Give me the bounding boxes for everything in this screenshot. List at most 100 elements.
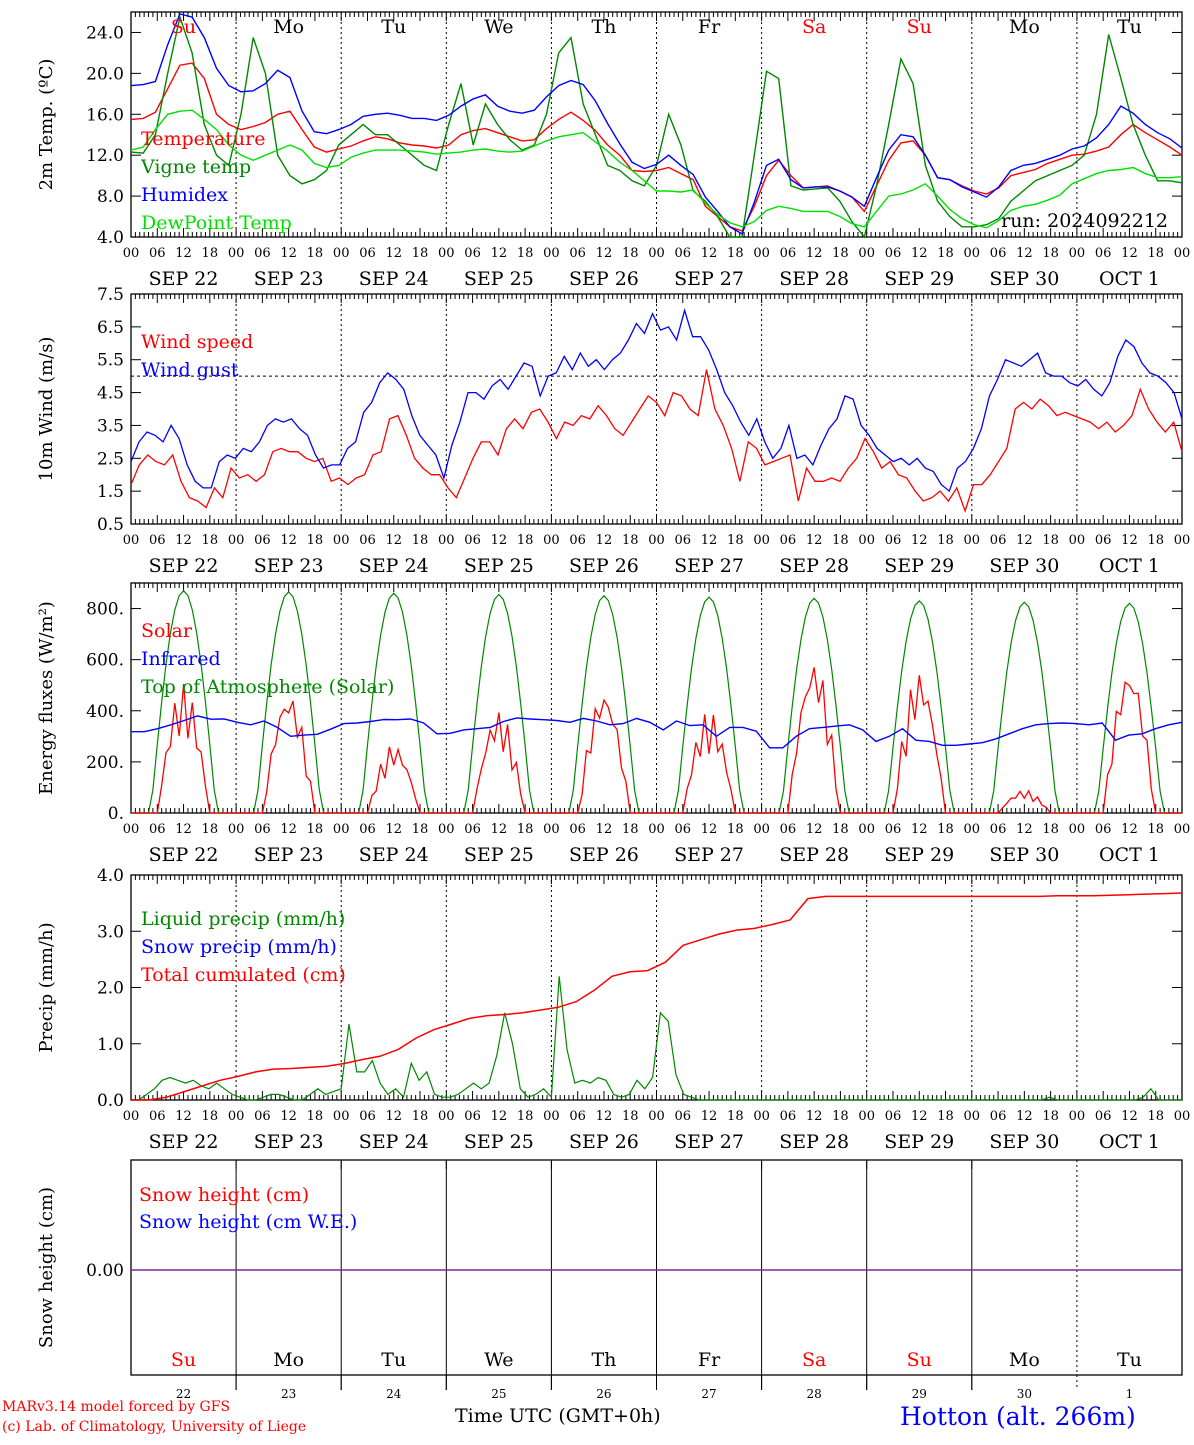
y-tick-label: 5.5 [97,351,124,371]
hour-tick-label: 00 [438,822,455,837]
y-tick-label: 0.5 [97,515,124,535]
hour-tick-label: 06 [149,822,166,837]
hour-tick-label: 00 [438,246,455,261]
date-label: SEP 25 [464,268,534,290]
hour-tick-label: 00 [1069,822,1086,837]
y-tick-label: 0. [108,804,124,824]
hour-tick-label: 12 [280,246,297,261]
hour-tick-label: 00 [648,1109,665,1124]
hour-tick-label: 06 [990,822,1007,837]
hour-tick-label: 12 [806,533,823,548]
date-label: SEP 24 [359,555,429,577]
hour-tick-label: 06 [254,246,271,261]
hour-tick-label: 00 [228,533,245,548]
hour-tick-label: 12 [596,533,613,548]
hour-tick-label: 12 [701,533,718,548]
hour-tick-label: 06 [885,1109,902,1124]
date-label: OCT 1 [1099,555,1160,577]
hour-tick-label: 06 [254,533,271,548]
series-line [130,308,1183,493]
day-number-label: 23 [281,1387,296,1401]
hour-tick-label: 18 [727,533,744,548]
y-tick-label: 2.5 [97,449,124,469]
hour-tick-label: 18 [622,1109,639,1124]
hour-tick-label: 12 [175,533,192,548]
hour-tick-label: 12 [1016,533,1033,548]
date-label: SEP 30 [989,844,1059,866]
hour-tick-label: 12 [596,822,613,837]
hour-tick-label: 12 [1016,246,1033,261]
hour-tick-label: 00 [1069,1109,1086,1124]
hour-tick-label: 06 [359,246,376,261]
hour-tick-label: 18 [202,246,219,261]
legend-entry: DewPoint Temp [141,212,292,234]
date-label: SEP 23 [254,555,324,577]
date-label: SEP 24 [359,268,429,290]
hour-tick-label: 00 [964,246,981,261]
y-axis-label: Energy fluxes (W/m²) [36,601,57,795]
hour-tick-label: 06 [569,1109,586,1124]
run-annotation: run: 2024092212 [1001,210,1168,232]
legend-entry: Solar [141,620,193,642]
date-label: SEP 28 [779,555,849,577]
hour-tick-label: 00 [333,533,350,548]
legend-entry: Snow height (cm) [139,1184,309,1206]
y-tick-label: 800. [86,600,124,620]
hour-tick-label: 12 [806,1109,823,1124]
day-number-label: 29 [912,1387,927,1401]
station-name: Hotton (alt. 266m) [900,1402,1136,1431]
hour-tick-label: 18 [937,533,954,548]
hour-tick-label: 18 [937,246,954,261]
hour-tick-label: 06 [149,533,166,548]
hour-tick-label: 00 [543,533,560,548]
y-tick-label: 400. [86,702,124,722]
date-label: SEP 24 [359,1131,429,1153]
date-label: OCT 1 [1099,268,1160,290]
hour-tick-label: 12 [911,1109,928,1124]
date-label: SEP 23 [254,1131,324,1153]
y-tick-label: 12.0 [86,146,124,166]
weekday-label: Sa [802,1349,826,1371]
hour-tick-label: 18 [832,246,849,261]
y-tick-label: 3.5 [97,416,124,436]
weekday-label: Mo [273,16,304,38]
date-label: OCT 1 [1099,1131,1160,1153]
date-label: SEP 25 [464,844,534,866]
date-label: SEP 22 [149,268,219,290]
date-label: SEP 28 [779,844,849,866]
hour-tick-label: 18 [517,822,534,837]
hour-tick-label: 06 [464,1109,481,1124]
hour-tick-label: 12 [175,822,192,837]
hour-tick-label: 00 [543,822,560,837]
legend-entry: Liquid precip (mm/h) [141,908,345,930]
hour-tick-label: 18 [727,1109,744,1124]
date-label: SEP 22 [149,1131,219,1153]
hour-tick-label: 18 [1147,822,1164,837]
hour-tick-label: 00 [858,533,875,548]
hour-tick-label: 12 [911,246,928,261]
hour-tick-label: 18 [412,1109,429,1124]
weekday-label: Tu [1117,16,1142,38]
hour-tick-label: 00 [333,246,350,261]
date-label: SEP 29 [884,844,954,866]
hour-tick-label: 12 [1016,822,1033,837]
date-label: SEP 28 [779,1131,849,1153]
date-label: OCT 1 [1099,844,1160,866]
model-credit: MARv3.14 model forced by GFS [2,1399,231,1415]
hour-tick-label: 12 [911,533,928,548]
hour-tick-label: 06 [254,1109,271,1124]
hour-tick-label: 18 [202,1109,219,1124]
hour-tick-label: 06 [569,246,586,261]
cumulated-precip-line [131,892,1183,1101]
y-axis-label: Precip (mm/h) [36,922,57,1052]
hour-tick-label: 06 [780,1109,797,1124]
hour-tick-label: 06 [675,533,692,548]
hour-tick-label: 00 [123,246,140,261]
hour-tick-label: 00 [648,822,665,837]
date-label: SEP 22 [149,844,219,866]
hour-tick-label: 06 [990,533,1007,548]
hour-tick-label: 06 [990,246,1007,261]
weekday-label: Tu [1117,1349,1142,1371]
hour-tick-label: 00 [123,533,140,548]
date-label: SEP 29 [884,555,954,577]
